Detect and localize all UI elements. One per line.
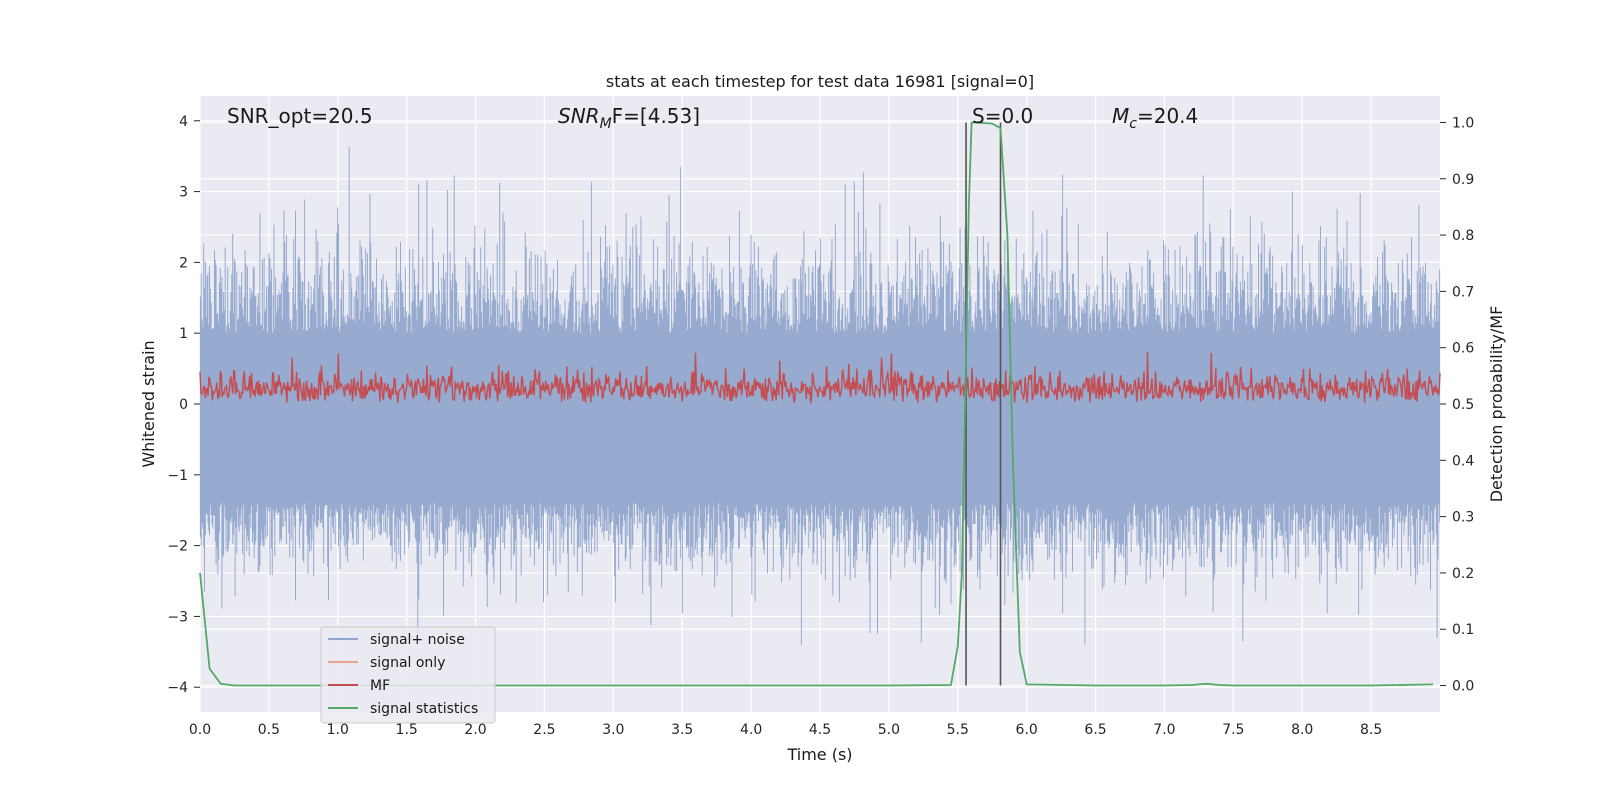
legend-label-signal-only: signal only <box>370 655 445 671</box>
legend-box <box>320 626 496 724</box>
x-tick-label: 8.5 <box>1360 722 1382 738</box>
y-tick-label-right: 0.1 <box>1452 622 1474 638</box>
x-axis-label: Time (s) <box>786 745 852 764</box>
y-tick-label-right: 0.9 <box>1452 172 1474 188</box>
x-tick-label: 2.0 <box>464 722 486 738</box>
y-tick-label-left: 1 <box>179 326 188 342</box>
y-tick-label-right: 0.6 <box>1452 341 1474 357</box>
x-tick-label: 4.0 <box>740 722 762 738</box>
x-tick-label: 1.0 <box>327 722 349 738</box>
annotation-s: S=0.0 <box>972 104 1033 128</box>
x-tick-label: 3.5 <box>671 722 693 738</box>
y-tick-label-left: 4 <box>179 114 188 130</box>
x-tick-label: 4.5 <box>809 722 831 738</box>
legend-label-signal-noise: signal+ noise <box>370 632 465 648</box>
y-tick-label-right: 0.8 <box>1452 228 1474 244</box>
legend-label-mf: MF <box>370 678 390 694</box>
x-tick-label: 6.5 <box>1084 722 1106 738</box>
y-tick-label-left: −4 <box>167 680 188 696</box>
y-tick-label-right: 0.7 <box>1452 284 1474 300</box>
y-tick-label-right: 1.0 <box>1452 115 1474 131</box>
y-tick-label-right: 0.0 <box>1452 679 1474 695</box>
y-tick-label-left: −2 <box>167 539 188 555</box>
y-axis-label-left: Whitened strain <box>139 340 158 467</box>
x-tick-label: 8.0 <box>1291 722 1313 738</box>
x-tick-label: 5.5 <box>947 722 969 738</box>
x-tick-label: 6.0 <box>1016 722 1038 738</box>
series-mf <box>199 352 1441 404</box>
y-tick-label-left: −1 <box>167 468 188 484</box>
y-tick-label-right: 0.3 <box>1452 510 1474 526</box>
annotation-snr-opt: SNR_opt=20.5 <box>227 104 373 128</box>
y-tick-label-right: 0.4 <box>1452 453 1474 469</box>
legend: signal+ noise signal only MF signal stat… <box>320 626 496 724</box>
annotation-snr-mf: SNRMF=[4.53] <box>558 104 700 132</box>
legend-label-signal-statistics: signal statistics <box>370 701 478 717</box>
y-tick-label-left: 2 <box>179 255 188 271</box>
x-tick-label: 2.5 <box>533 722 555 738</box>
x-tick-label: 3.0 <box>602 722 624 738</box>
x-tick-label: 1.5 <box>396 722 418 738</box>
annotation-mc: Mc=20.4 <box>1112 104 1198 132</box>
y-tick-label-right: 0.5 <box>1452 397 1474 413</box>
x-tick-label: 0.5 <box>258 722 280 738</box>
x-tick-label: 5.0 <box>878 722 900 738</box>
x-tick-label: 0.0 <box>189 722 211 738</box>
y-tick-label-left: 0 <box>179 397 188 413</box>
chart-title: stats at each timestep for test data 169… <box>606 72 1034 91</box>
x-tick-label: 7.0 <box>1153 722 1175 738</box>
y-axis-label-right: Detection probability/MF <box>1487 306 1506 503</box>
y-tick-label-left: −3 <box>167 609 188 625</box>
y-tick-label-right: 0.2 <box>1452 566 1474 582</box>
y-tick-label-left: 3 <box>179 185 188 201</box>
x-tick-label: 7.5 <box>1222 722 1244 738</box>
